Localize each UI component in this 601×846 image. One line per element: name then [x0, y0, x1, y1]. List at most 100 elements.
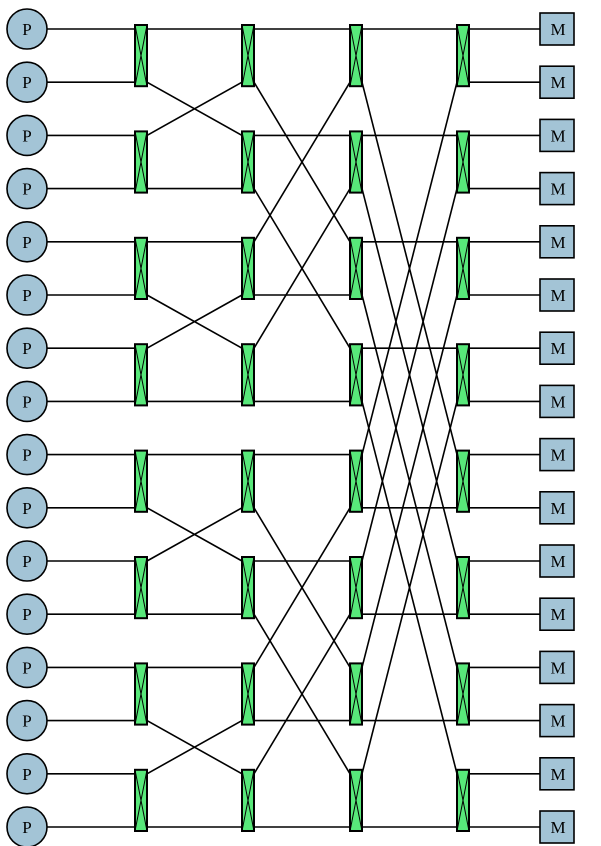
processor-circle — [6, 221, 48, 263]
memory-module: M — [539, 756, 575, 791]
processor-label: P — [22, 658, 31, 677]
switch-element — [134, 449, 148, 513]
wire-stage-link — [253, 81, 351, 243]
switch-element — [456, 343, 470, 407]
memory-module: M — [539, 650, 575, 685]
switch-element — [349, 449, 363, 513]
memory-label: M — [550, 339, 565, 358]
switch-cross-line — [241, 450, 255, 512]
switch-element — [349, 343, 363, 407]
processor-circle — [6, 327, 48, 370]
memory-label: M — [550, 20, 565, 39]
memory-label: M — [550, 605, 565, 624]
processor-circle — [6, 486, 48, 529]
processor-label: P — [22, 446, 31, 465]
memory-module: M — [539, 118, 575, 153]
processor-node: P — [6, 646, 48, 689]
processor-label: P — [22, 126, 31, 145]
switch-cross-line — [134, 450, 148, 512]
wire-stage-link — [361, 188, 458, 562]
processor-label: P — [22, 73, 31, 92]
processor-label: P — [22, 392, 31, 411]
memory-module: M — [539, 65, 575, 99]
memory-box — [539, 171, 575, 206]
processor-circle — [6, 61, 48, 103]
memory-module: M — [539, 225, 575, 259]
memory-module: M — [539, 544, 575, 578]
switch-cross-line — [349, 24, 363, 87]
switch-cross-line — [349, 131, 363, 193]
memory-label: M — [550, 765, 565, 784]
processor-label: P — [22, 339, 31, 358]
switch-element — [134, 768, 148, 832]
memory-label: M — [550, 499, 565, 518]
switch-cross-line — [241, 24, 255, 87]
switch-cross-line — [349, 450, 363, 512]
switch-cross-line — [134, 131, 148, 193]
wire-stage-link — [361, 401, 458, 774]
switch-element — [456, 768, 470, 832]
processor-circle — [6, 380, 48, 423]
processor-node: P — [6, 433, 48, 476]
wire-stage-link — [253, 507, 351, 668]
processor-circle — [6, 699, 48, 742]
memory-module: M — [539, 171, 575, 206]
processor-label: P — [22, 552, 31, 571]
switch-element — [241, 130, 255, 194]
memory-box — [539, 12, 575, 46]
switch-element — [349, 236, 363, 301]
switch-cross-line — [456, 237, 470, 300]
switch-cross-line — [241, 237, 255, 300]
memory-modules: M M M M M M M M M M M M M M M M — [539, 12, 575, 844]
processor-circle — [6, 806, 48, 846]
switch-cross-line — [456, 131, 470, 193]
processor-node: P — [6, 593, 48, 636]
switch-element — [456, 236, 470, 301]
memory-label: M — [550, 73, 565, 92]
memory-module: M — [539, 490, 575, 525]
switch-elements — [134, 24, 470, 832]
processor-node: P — [6, 327, 48, 370]
switch-element — [134, 130, 148, 194]
switch-element — [456, 24, 470, 88]
memory-box — [539, 331, 575, 366]
processor-label: P — [22, 605, 31, 624]
switch-element — [134, 343, 148, 407]
memory-box — [539, 225, 575, 259]
wire-stage-link — [146, 719, 243, 775]
switch-cross-line — [241, 344, 255, 406]
memory-box — [539, 118, 575, 153]
processor-circle — [6, 540, 48, 582]
switch-cross-line — [241, 131, 255, 193]
memory-module: M — [539, 384, 575, 419]
switch-cross-line — [349, 237, 363, 300]
memory-box — [539, 650, 575, 685]
processor-label: P — [22, 233, 31, 252]
wire-stage-link — [361, 294, 458, 668]
switch-element — [456, 556, 470, 620]
switch-element — [241, 662, 255, 726]
processor-node: P — [6, 61, 48, 103]
switch-element — [241, 768, 255, 832]
memory-module: M — [539, 331, 575, 366]
processor-node: P — [6, 699, 48, 742]
switch-cross-line — [456, 344, 470, 406]
processor-node: P — [6, 380, 48, 423]
switch-element — [456, 449, 470, 513]
processor-label: P — [22, 499, 31, 518]
switch-element — [241, 24, 255, 88]
processor-label: P — [22, 712, 31, 731]
processor-circle — [6, 167, 48, 210]
processor-label: P — [22, 286, 31, 305]
processor-label: P — [22, 20, 31, 39]
processor-circle — [6, 433, 48, 476]
memory-label: M — [550, 658, 565, 677]
switch-element — [241, 343, 255, 407]
wire-stage-link — [253, 188, 351, 349]
switch-cross-line — [349, 663, 363, 725]
switch-cross-line — [349, 769, 363, 832]
switch-cross-line — [241, 556, 255, 619]
memory-box — [539, 597, 575, 632]
switch-cross-line — [456, 24, 470, 87]
